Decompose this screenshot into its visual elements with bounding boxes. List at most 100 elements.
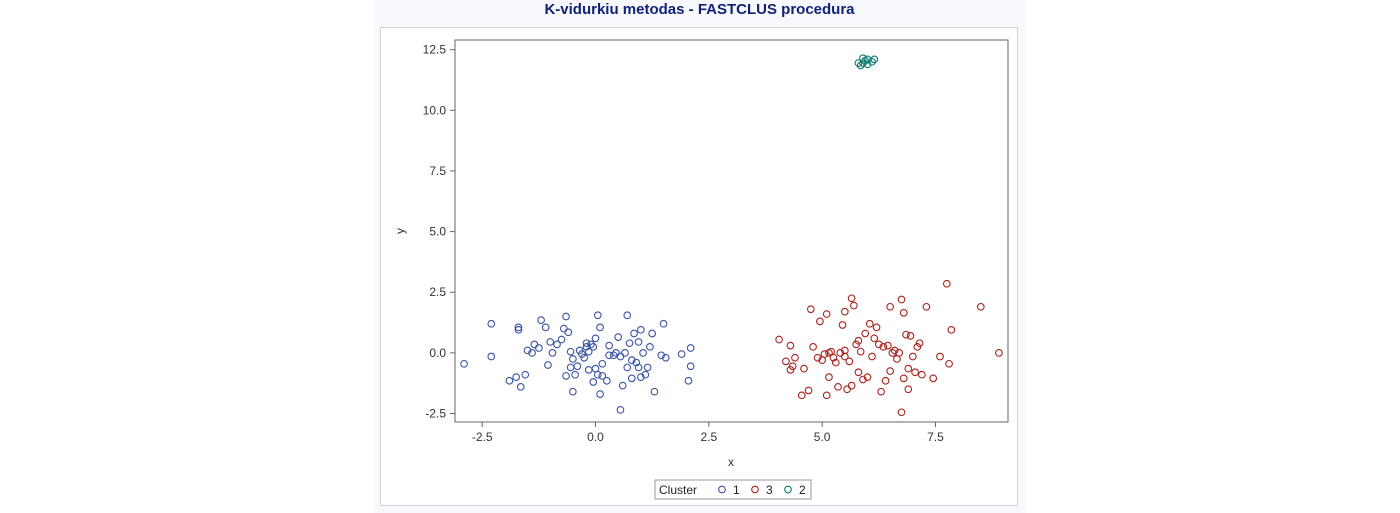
data-point-cluster-3 [856, 347, 865, 356]
data-point-cluster-3 [895, 349, 904, 357]
data-point-cluster-1 [535, 344, 543, 352]
data-point-cluster-1 [557, 335, 566, 344]
data-point-cluster-3 [945, 359, 953, 368]
plot-area [454, 39, 1009, 423]
data-point-cluster-3 [936, 352, 944, 361]
data-point-cluster-1 [657, 351, 666, 360]
data-point-cluster-1 [487, 352, 496, 361]
data-point-cluster-3 [995, 349, 1003, 357]
data-point-cluster-1 [546, 338, 555, 346]
data-point-cluster-1 [582, 339, 591, 348]
data-point-cluster-1 [528, 349, 536, 357]
data-point-cluster-1 [643, 363, 652, 372]
data-point-cluster-1 [566, 347, 575, 356]
data-point-cluster-1 [621, 349, 629, 357]
y-tick-label: 12.5 [423, 43, 447, 57]
data-point-cluster-1 [605, 351, 613, 360]
legend: Cluster 1 3 2 [654, 479, 812, 500]
data-point-cluster-3 [884, 341, 892, 350]
data-point-cluster-3 [902, 330, 910, 339]
x-tick-label: 2.5 [700, 430, 717, 444]
data-point-cluster-3 [813, 353, 822, 362]
data-point-cluster-1 [636, 325, 645, 334]
data-point-cluster-1 [618, 381, 627, 390]
data-point-cluster-1 [598, 359, 607, 368]
data-point-cluster-3 [904, 385, 913, 394]
data-point-cluster-1 [623, 363, 632, 372]
data-point-cluster-1 [605, 341, 613, 350]
y-tick-label: 5.0 [429, 225, 446, 239]
data-point-cluster-1 [544, 361, 552, 369]
y-tick-label: 10.0 [423, 103, 447, 117]
data-point-cluster-1 [589, 378, 598, 386]
data-point-cluster-1 [686, 344, 695, 352]
data-point-cluster-3 [922, 302, 931, 311]
data-point-cluster-3 [822, 310, 831, 318]
x-tick-label: 5.0 [814, 430, 831, 444]
data-point-cluster-1 [616, 406, 625, 414]
data-point-cluster-1 [632, 358, 641, 367]
data-point-cluster-1 [580, 353, 589, 362]
x-axis: -2.5 0.0 2.5 5.0 7.5 [472, 422, 944, 444]
y-tick-label: 2.5 [429, 285, 446, 299]
y-axis-label: y [393, 228, 407, 234]
data-point-cluster-1 [571, 370, 579, 379]
data-point-cluster-3 [918, 370, 926, 379]
data-point-cluster-3 [911, 368, 919, 377]
data-point-cluster-1 [639, 349, 647, 357]
data-point-cluster-1 [659, 319, 668, 328]
x-tick-label: 7.5 [927, 430, 944, 444]
data-point-cluster-1 [548, 349, 557, 357]
data-point-cluster-1 [584, 347, 593, 356]
data-point-cluster-3 [881, 376, 890, 385]
data-point-cluster-3 [820, 350, 829, 358]
legend-title: Cluster [659, 483, 697, 497]
data-point-cluster-3 [897, 408, 906, 417]
data-point-cluster-3 [854, 336, 863, 345]
data-point-cluster-3 [897, 295, 906, 304]
data-point-cluster-3 [840, 307, 849, 316]
data-point-cluster-1 [630, 329, 638, 338]
data-point-cluster-1 [505, 376, 514, 385]
data-point-cluster-1 [487, 319, 496, 328]
data-point-cluster-1 [523, 346, 532, 355]
data-point-cluster-3 [854, 368, 863, 377]
data-point-cluster-1 [646, 342, 654, 351]
data-point-cluster-3 [847, 381, 856, 390]
data-point-cluster-3 [788, 362, 797, 371]
data-point-cluster-1 [591, 334, 600, 343]
data-points [460, 54, 1003, 417]
data-point-cluster-3 [834, 382, 842, 391]
data-point-cluster-1 [596, 323, 604, 332]
data-point-cluster-1 [598, 372, 607, 380]
legend-marker-2 [784, 485, 792, 494]
data-point-cluster-1 [593, 311, 602, 320]
data-point-cluster-3 [859, 375, 867, 384]
data-point-cluster-2 [859, 54, 867, 63]
data-point-cluster-1 [602, 376, 611, 385]
data-point-cluster-1 [634, 338, 643, 346]
data-point-cluster-1 [677, 350, 686, 358]
data-point-cluster-1 [636, 373, 645, 381]
data-point-cluster-1 [634, 363, 643, 372]
data-point-cluster-3 [861, 329, 870, 338]
data-point-cluster-1 [564, 328, 573, 337]
chart-title: K-vidurkiu metodas - FASTCLUS procedura [544, 1, 855, 18]
data-point-cluster-3 [879, 342, 888, 351]
data-point-cluster-3 [899, 309, 908, 317]
x-tick-label: 0.0 [587, 430, 604, 444]
data-point-cluster-2 [868, 57, 876, 66]
legend-entry-2: 2 [799, 483, 806, 497]
data-point-cluster-3 [782, 357, 790, 366]
data-point-cluster-3 [890, 346, 899, 355]
data-point-cluster-1 [627, 374, 636, 383]
data-point-cluster-3 [886, 367, 894, 375]
data-point-cluster-2 [854, 59, 863, 67]
data-point-cluster-3 [915, 339, 924, 348]
data-point-cluster-1 [562, 372, 570, 380]
data-point-cluster-1 [569, 387, 577, 396]
data-point-cluster-1 [686, 362, 695, 371]
data-point-cluster-1 [648, 329, 657, 338]
data-point-cluster-1 [512, 373, 521, 381]
